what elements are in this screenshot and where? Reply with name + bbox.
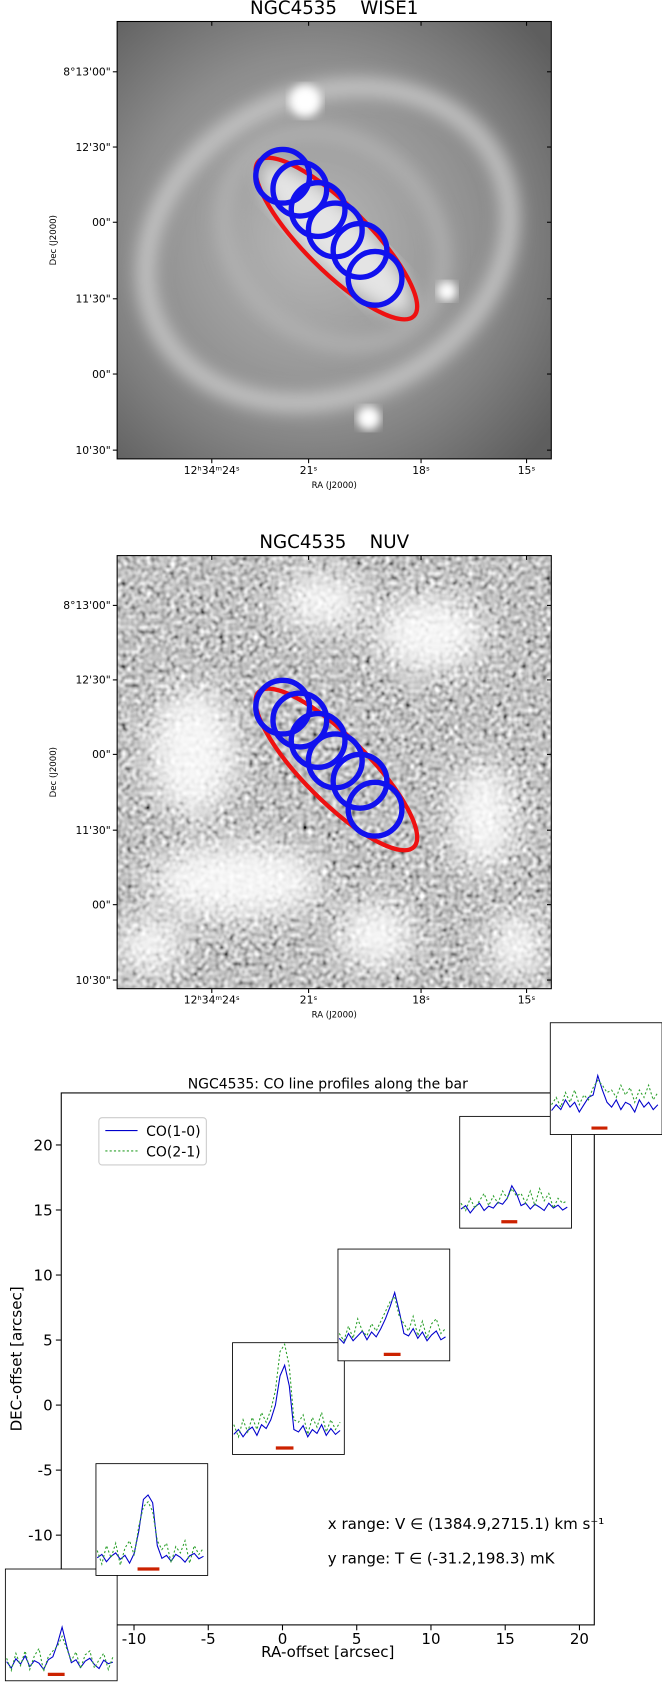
x-tick-label: 15ˢ [518,994,536,1007]
inset-frame [459,1115,572,1229]
y-tick-label: 8°13'00" [63,66,110,79]
y-tick-label: 00" [92,216,111,229]
legend-label: CO(1-0) [146,1124,200,1140]
x-tick-label: -10 [122,1630,147,1648]
x-tick-label: 18ˢ [412,464,430,477]
legend-box [98,1117,207,1166]
co10-profile [551,1073,659,1114]
co10-profile [96,1494,204,1565]
y-tick-label: 00" [92,368,111,381]
x-tick-label: 0 [278,1630,288,1648]
y-tick-label: 8°13'00" [63,599,110,612]
co21-profile [338,1295,446,1343]
x-tick-label: 12ʰ34ᵐ24ˢ [184,994,240,1007]
co21-profile [551,1079,659,1109]
x-tick-label: 12ʰ34ᵐ24ˢ [184,464,240,477]
x-tick-label: 21ˢ [300,994,318,1007]
panel-title: NGC4535 NUV [259,532,409,553]
y-tick-label: 12'30" [75,141,110,154]
y-tick-label: -10 [28,1527,53,1545]
x-tick-label: 5 [352,1630,362,1648]
y-axis-label: Dec (J2000) [49,747,59,797]
x-axis-label: RA-offset [arcsec] [261,1643,394,1661]
x-tick-label: 21ˢ [300,464,318,477]
y-tick-label: 0 [43,1396,53,1414]
inset-frame [337,1248,451,1362]
annotation: x range: V ∈ (1384.9,2715.1) km s⁻¹ [328,1515,605,1533]
co10-profile [233,1363,341,1439]
co10-profile [460,1184,568,1214]
y-tick-label: 11'30" [75,293,110,306]
x-tick-label: 10 [421,1630,440,1648]
annotation: y range: T ∈ (-31.2,198.3) mK [328,1550,556,1568]
x-tick-label: 15 [496,1630,515,1648]
co21-profile [96,1500,204,1567]
x-axis-label: RA (J2000) [312,1011,357,1021]
y-tick-label: 12'30" [75,674,110,687]
co21-profile [233,1342,341,1439]
y-tick-label: 20 [34,1136,53,1154]
inset [459,1115,572,1229]
y-axis-label: Dec (J2000) [49,215,59,265]
x-tick-label: 20 [570,1630,589,1648]
inset [4,1568,118,1682]
y-tick-label: 5 [43,1331,53,1349]
y-tick-label: 11'30" [75,824,110,837]
inset-frame [4,1568,118,1682]
x-tick-label: -5 [201,1630,216,1648]
inset [232,1342,345,1455]
y-tick-label: 15 [34,1201,53,1219]
inset-frame [232,1342,345,1455]
inset-frame [549,1022,662,1135]
x-tick-label: 18ˢ [412,994,430,1007]
legend-label: CO(2-1) [146,1144,200,1160]
inset [95,1463,209,1576]
nuv-image [117,555,552,989]
panel-title: NGC4535 WISE1 [250,0,418,19]
y-tick-label: 10'30" [75,444,110,457]
wise-image [117,21,552,459]
inset [337,1248,451,1362]
x-tick-label: 15ˢ [518,464,536,477]
co21-profile [460,1186,568,1212]
inset [549,1022,662,1135]
co10-profile [6,1624,114,1671]
inset-frame [95,1463,209,1576]
y-tick-label: 00" [92,898,111,911]
y-tick-label: 00" [92,748,111,761]
y-axis-label: DEC-offset [arcsec] [7,1286,25,1431]
x-axis-label: RA (J2000) [312,481,357,491]
frame [116,20,552,460]
co21-profile [6,1634,114,1674]
y-tick-label: 10'30" [75,974,110,987]
chart-title: NGC4535: CO line profiles along the bar [188,1077,468,1093]
y-tick-label: -5 [38,1461,53,1479]
frame [116,555,552,990]
y-tick-label: 10 [34,1266,53,1284]
